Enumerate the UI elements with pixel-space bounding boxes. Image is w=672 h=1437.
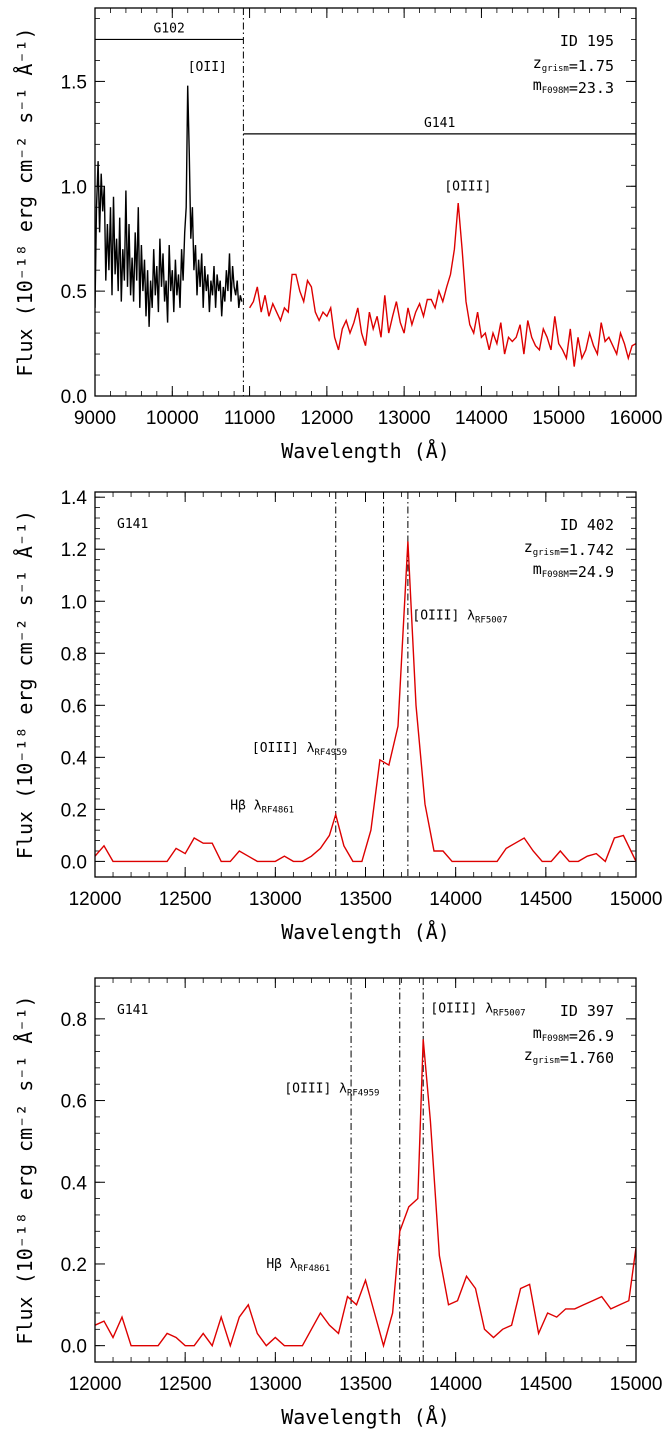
y-axis-label: Flux (10⁻¹⁸ erg cm⁻² s⁻¹ Å⁻¹) — [13, 27, 37, 376]
x-axis-label: Wavelength (Å) — [281, 1405, 450, 1429]
line-annotation: [OIII] λRF4959 — [284, 1081, 379, 1098]
x-tick-label: 13500 — [339, 889, 392, 910]
info-line: mF098M=24.9 — [533, 560, 614, 581]
y-tick-label: 0.6 — [61, 696, 87, 717]
info-line: zgrism=1.742 — [524, 538, 614, 559]
spectrum-line-2 — [249, 202, 636, 367]
x-tick-label: 14000 — [455, 408, 508, 429]
x-tick-label: 13000 — [378, 408, 431, 429]
y-tick-label: 1.5 — [61, 72, 87, 93]
x-tick-label: 11000 — [224, 408, 275, 429]
x-tick-label: 14500 — [519, 889, 572, 910]
y-tick-label: 0.0 — [61, 852, 87, 873]
line-annotation: [OIII] λRF4959 — [252, 741, 347, 758]
y-tick-label: 0.8 — [61, 1010, 87, 1031]
x-tick-label: 13500 — [339, 1374, 392, 1395]
y-tick-label: 1.4 — [61, 488, 88, 509]
chart-panel-3: 12000 12500 13000 13500 14000 14500 15000 0.0 0.… — [13, 977, 663, 1429]
x-tick-label: 12000 — [300, 408, 353, 429]
x-tick-label: 12500 — [159, 889, 212, 910]
spectrum-line-1 — [95, 1039, 636, 1349]
grism-label: G141 — [424, 116, 455, 131]
x-tick-label: 14500 — [519, 1374, 572, 1395]
x-tick-label: 12500 — [159, 1374, 212, 1395]
y-tick-label: 0.0 — [61, 1337, 87, 1358]
y-tick-label: 0.4 — [61, 748, 88, 769]
y-tick-label: 0.8 — [61, 644, 87, 665]
plot-frame — [94, 7, 637, 397]
x-axis-label: Wavelength (Å) — [281, 920, 450, 944]
y-tick-label: 1.0 — [61, 177, 87, 198]
info-line: ID 195 — [560, 32, 614, 50]
info-line: zgrism=1.760 — [524, 1046, 614, 1067]
y-tick-label: 1.2 — [61, 540, 87, 561]
line-annotation: [OIII] — [444, 179, 491, 194]
y-tick-label: 0.5 — [61, 282, 87, 303]
y-tick-label: 0.2 — [61, 800, 87, 821]
y-tick-label: 1.0 — [61, 592, 87, 613]
x-tick-label: 15000 — [610, 1374, 663, 1395]
y-tick-label: 0.2 — [61, 1255, 87, 1276]
chart-panel-1: 9000 10000 11000 12000 13000 14000 15000 16000 0… — [13, 7, 663, 463]
info-line: ID 397 — [560, 1002, 614, 1020]
grism-label: G141 — [117, 1003, 148, 1018]
line-annotation: [OIII] λRF5007 — [412, 608, 507, 625]
x-tick-label: 14000 — [429, 1374, 482, 1395]
y-tick-label: 0.6 — [61, 1092, 87, 1113]
x-tick-label: 13000 — [249, 1374, 302, 1395]
line-annotation: Hβ λRF4861 — [266, 1257, 330, 1274]
x-tick-label: 12000 — [69, 1374, 122, 1395]
x-tick-label: 16000 — [610, 408, 663, 429]
x-axis-label: Wavelength (Å) — [281, 439, 450, 463]
chart-panel-2: 12000 12500 13000 13500 14000 14500 15000 0.0 0.… — [13, 488, 662, 944]
line-annotation: Hβ λRF4861 — [230, 798, 294, 815]
info-line: mF098M=26.9 — [533, 1024, 614, 1045]
grism-label: G141 — [117, 517, 148, 532]
x-tick-label: 13000 — [249, 889, 302, 910]
line-annotation: [OII] — [188, 60, 227, 75]
x-tick-label: 15000 — [532, 408, 585, 429]
info-line: ID 402 — [560, 516, 614, 534]
y-axis-label: Flux (10⁻¹⁸ erg cm⁻² s⁻¹ Å⁻¹) — [13, 995, 37, 1344]
y-tick-label: 0.4 — [61, 1173, 88, 1194]
y-tick-label: 0.0 — [61, 387, 87, 408]
x-tick-label: 14000 — [429, 889, 482, 910]
plot-frame — [94, 491, 637, 878]
x-tick-label: 10000 — [146, 408, 199, 429]
spectrum-line-1 — [95, 85, 243, 327]
y-axis-label: Flux (10⁻¹⁸ erg cm⁻² s⁻¹ Å⁻¹) — [13, 510, 37, 859]
line-annotation: [OIII] λRF5007 — [430, 1002, 525, 1019]
plot-frame — [94, 977, 637, 1363]
x-tick-label: 12000 — [69, 889, 122, 910]
spectrum-line-1 — [95, 541, 636, 863]
grism-label: G102 — [154, 21, 185, 36]
x-tick-label: 15000 — [610, 889, 663, 910]
info-line: zgrism=1.75 — [533, 54, 614, 75]
info-line: mF098M=23.3 — [533, 76, 614, 97]
x-tick-label: 9000 — [74, 408, 116, 429]
